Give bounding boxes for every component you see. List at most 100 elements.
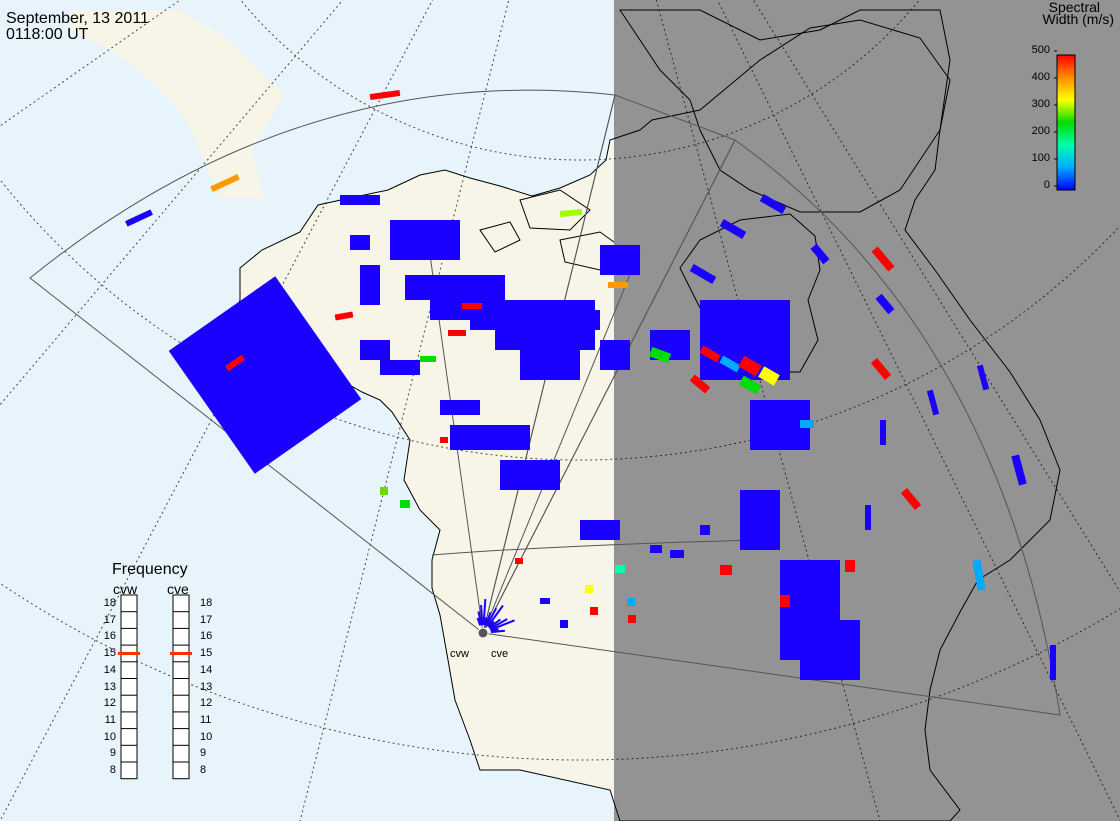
frequency-label: 13	[200, 680, 213, 693]
radar-label-cvw: cvw	[450, 648, 469, 660]
frequency-label: 10	[200, 730, 213, 743]
echo-cell	[580, 520, 620, 540]
echo-cell	[125, 209, 153, 227]
frequency-label: 8	[109, 764, 116, 776]
echo-cell	[650, 545, 662, 553]
night-shading	[614, 0, 1120, 821]
echo-cell	[560, 620, 568, 628]
frequency-label: 13	[103, 680, 116, 693]
frequency-label: 17	[103, 613, 116, 626]
fov-cve	[482, 139, 1061, 716]
near-echo	[490, 629, 505, 634]
echo-cell	[600, 340, 630, 370]
frequency-box	[172, 594, 190, 780]
frequency-label: 18	[200, 597, 213, 609]
echo-cell	[600, 245, 640, 275]
fov-range-arc	[431, 539, 761, 556]
echo-cell	[648, 346, 672, 364]
echo-cell	[210, 173, 240, 193]
echo-cell	[360, 265, 380, 305]
frequency-label: 11	[104, 713, 116, 726]
echo-cell	[450, 425, 530, 450]
legend-title-line1: Spectral	[1048, 0, 1100, 15]
echo-cell	[462, 303, 482, 309]
echo-cell	[608, 282, 628, 288]
echo-cell	[699, 345, 721, 363]
near-echo	[482, 599, 487, 626]
echo-cell	[758, 366, 780, 386]
echo-cell	[759, 194, 787, 214]
map-time: 0118:00 UT	[6, 26, 89, 43]
frequency-title: Frequency	[112, 561, 188, 578]
frequency-box	[120, 594, 138, 780]
echo-cell	[168, 276, 362, 474]
map-date: September, 13 2011	[6, 10, 149, 27]
echo-cell	[350, 235, 370, 250]
echo-cell	[369, 89, 401, 101]
echo-cell	[865, 505, 871, 530]
echo-cell	[559, 209, 583, 217]
echo-cell	[800, 420, 814, 428]
legend-tick-label: 0	[1043, 179, 1050, 191]
echo-cell	[590, 607, 598, 615]
frequency-label: 16	[103, 630, 116, 643]
beam-line	[482, 249, 641, 634]
frequency-label: 18	[103, 597, 116, 609]
echo-cell	[540, 598, 550, 604]
echo-cell	[520, 350, 580, 380]
frequency-radar-cve: cve	[167, 581, 189, 597]
frequency-label: 17	[200, 613, 213, 626]
radar-site	[477, 627, 489, 639]
frequency-label: 12	[200, 697, 213, 710]
echo-cell	[360, 340, 390, 360]
near-echo	[480, 604, 484, 626]
echo-cell	[900, 488, 922, 510]
frequency-label: 12	[103, 697, 116, 710]
fov-cvw	[29, 89, 616, 634]
echo-cell	[880, 420, 886, 445]
echo-cell	[875, 293, 895, 315]
echo-cell	[780, 595, 790, 607]
echo-cell	[810, 243, 830, 265]
near-echo	[486, 604, 504, 628]
echo-cell	[615, 565, 625, 573]
legend-tick-label: 400	[1031, 71, 1050, 83]
echo-cell	[390, 220, 460, 260]
near-echo	[488, 618, 501, 629]
longitude-line	[752, 0, 1120, 593]
radar-echoes	[125, 89, 1056, 680]
near-echo	[484, 611, 492, 626]
echo-cell	[440, 437, 448, 443]
echo-cell	[972, 559, 986, 591]
echo-cell	[689, 374, 711, 394]
frequency-label: 11	[200, 713, 212, 726]
echo-cell	[500, 460, 560, 490]
frequency-label: 9	[109, 747, 116, 760]
echo-cell	[1011, 454, 1027, 486]
arctic-island	[519, 189, 591, 231]
near-echo	[490, 628, 499, 633]
radar-label-cve: cve	[491, 648, 509, 660]
echo-cell	[225, 354, 245, 372]
echo-cell	[400, 500, 410, 508]
echo-cell	[628, 615, 636, 623]
echo-cell	[689, 264, 717, 284]
echo-cell	[719, 355, 741, 373]
echo-cell	[871, 246, 895, 272]
echo-cell	[380, 360, 420, 375]
echo-cell	[515, 558, 523, 564]
echo-cell	[738, 355, 762, 377]
frequency-label: 15	[200, 647, 213, 660]
near-echo	[477, 611, 483, 626]
asia-land	[70, 10, 285, 198]
echo-cell	[380, 487, 388, 495]
frequency-label: 10	[103, 730, 116, 743]
latitude-line	[240, 0, 920, 161]
frequency-label: 14	[103, 663, 116, 676]
night-coastline	[619, 9, 951, 213]
echo-cell	[870, 358, 892, 380]
longitude-line	[716, 0, 1120, 821]
longitude-line	[299, 0, 510, 821]
echo-cell	[800, 620, 860, 680]
